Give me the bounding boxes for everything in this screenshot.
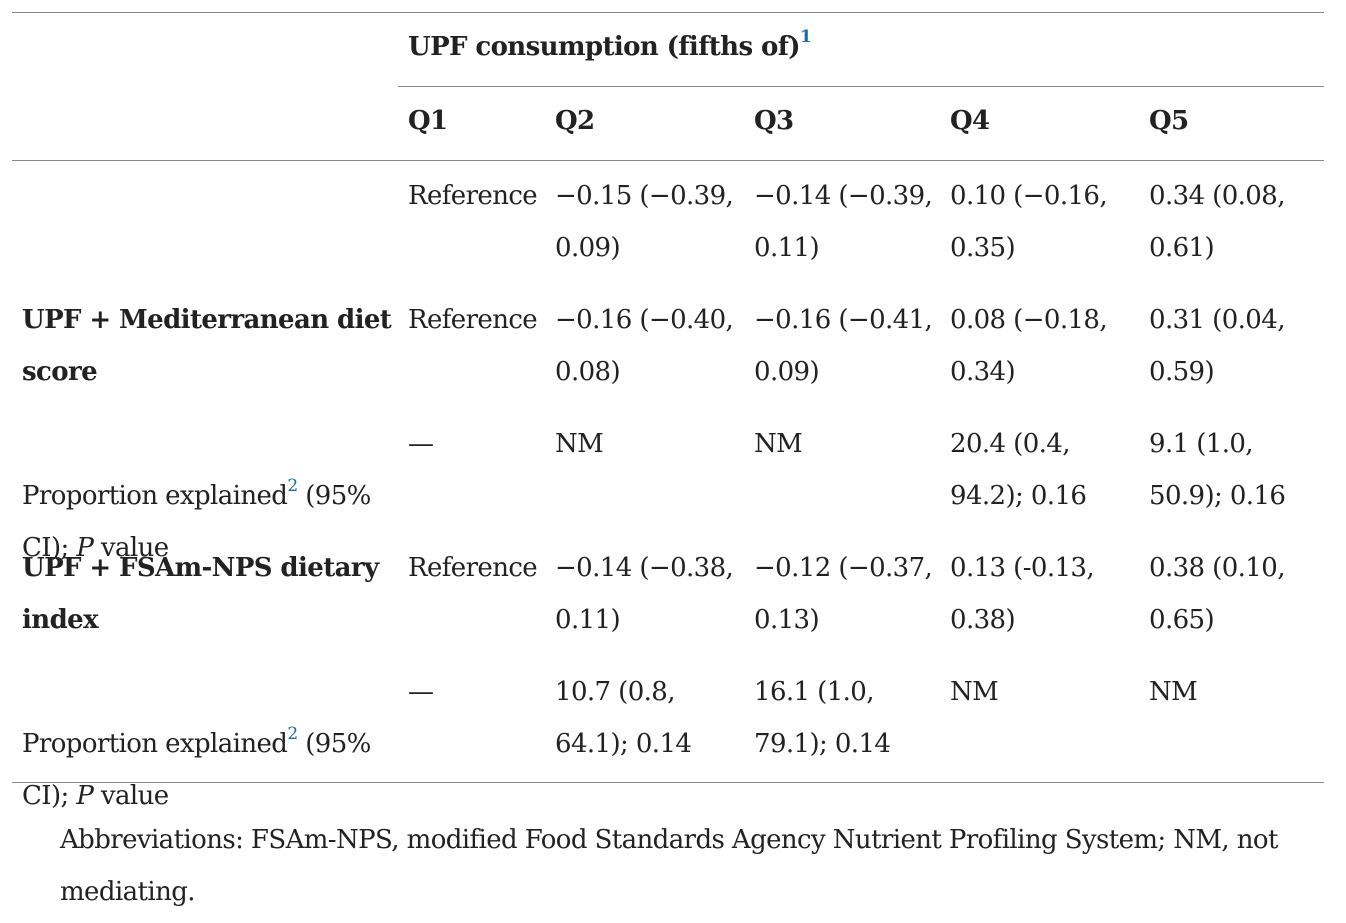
- row-1-q3: −0.16 (−0.41, 0.09): [754, 305, 933, 387]
- row-1-q2: −0.16 (−0.40, 0.08): [555, 305, 734, 387]
- header-q4: Q4: [950, 106, 990, 136]
- row-2-label-a: Proportion explained: [22, 481, 288, 511]
- row-1-q4: 0.08 (−0.18, 0.34): [950, 305, 1108, 387]
- footnote-ref-2[interactable]: 2: [287, 476, 298, 497]
- header-q1: Q1: [408, 106, 448, 136]
- group-header: UPF consumption (fifths of)1: [408, 29, 812, 62]
- row-3-q1: Reference: [408, 553, 538, 583]
- row-2-label-c: CI);: [22, 533, 77, 563]
- row-0-q3: −0.14 (−0.39, 0.11): [754, 181, 933, 263]
- footnote-ref-1[interactable]: 1: [800, 27, 812, 48]
- header-bottom-rule: [12, 160, 1324, 161]
- row-4-q3: 16.1 (1.0, 79.1); 0.14: [754, 677, 891, 759]
- row-4-q2: 10.7 (0.8, 64.1); 0.14: [555, 677, 692, 759]
- table-footnote: Abbreviations: FSAm-NPS, modified Food S…: [60, 825, 1278, 907]
- table-bottom-rule: [12, 782, 1324, 783]
- row-2-q3: NM: [754, 429, 803, 459]
- header-q5: Q5: [1149, 106, 1189, 136]
- row-2-label: Proportion explained2 (95% CI); P value: [22, 418, 371, 574]
- row-2-label-p: P: [76, 533, 94, 563]
- row-2-label-d: value: [93, 533, 169, 563]
- row-2-label-b: (95%: [297, 481, 371, 511]
- header-q2: Q2: [555, 106, 595, 136]
- row-2-q5: 9.1 (1.0, 50.9); 0.16: [1149, 429, 1286, 511]
- row-4-label: Proportion explained2 (95% CI); P value: [22, 666, 371, 822]
- row-1-q1: Reference: [408, 305, 538, 335]
- row-4-label-a: Proportion explained: [22, 729, 288, 759]
- row-2-q1: —: [408, 429, 434, 459]
- row-2-q2: NM: [555, 429, 604, 459]
- row-0-q1: Reference: [408, 181, 538, 211]
- row-4-label-d: value: [93, 781, 169, 811]
- footnote-ref-2b[interactable]: 2: [287, 724, 298, 745]
- row-4-label-p: P: [76, 781, 94, 811]
- row-2-q4: 20.4 (0.4, 94.2); 0.16: [950, 429, 1087, 511]
- row-3-q2: −0.14 (−0.38, 0.11): [555, 553, 734, 635]
- row-3-q4: 0.13 (-0.13, 0.38): [950, 553, 1095, 635]
- row-1-label: UPF + Mediterranean diet score: [22, 305, 392, 387]
- row-3-q5: 0.38 (0.10, 0.65): [1149, 553, 1285, 635]
- row-1-q5: 0.31 (0.04, 0.59): [1149, 305, 1285, 387]
- row-4-q1: —: [408, 677, 434, 707]
- row-0-q4: 0.10 (−0.16, 0.35): [950, 181, 1108, 263]
- group-header-title: UPF consumption (fifths of): [408, 32, 801, 62]
- row-0-q2: −0.15 (−0.39, 0.09): [555, 181, 734, 263]
- row-4-label-b: (95%: [297, 729, 371, 759]
- row-4-label-c: CI);: [22, 781, 77, 811]
- row-4-q4: NM: [950, 677, 999, 707]
- row-3-label: UPF + FSAm-NPS dietary index: [22, 553, 379, 635]
- table-top-rule: [12, 12, 1324, 13]
- row-0-q5: 0.34 (0.08, 0.61): [1149, 181, 1285, 263]
- row-3-q3: −0.12 (−0.37, 0.13): [754, 553, 933, 635]
- header-q3: Q3: [754, 106, 794, 136]
- row-4-q5: NM: [1149, 677, 1198, 707]
- group-header-rule: [398, 86, 1324, 87]
